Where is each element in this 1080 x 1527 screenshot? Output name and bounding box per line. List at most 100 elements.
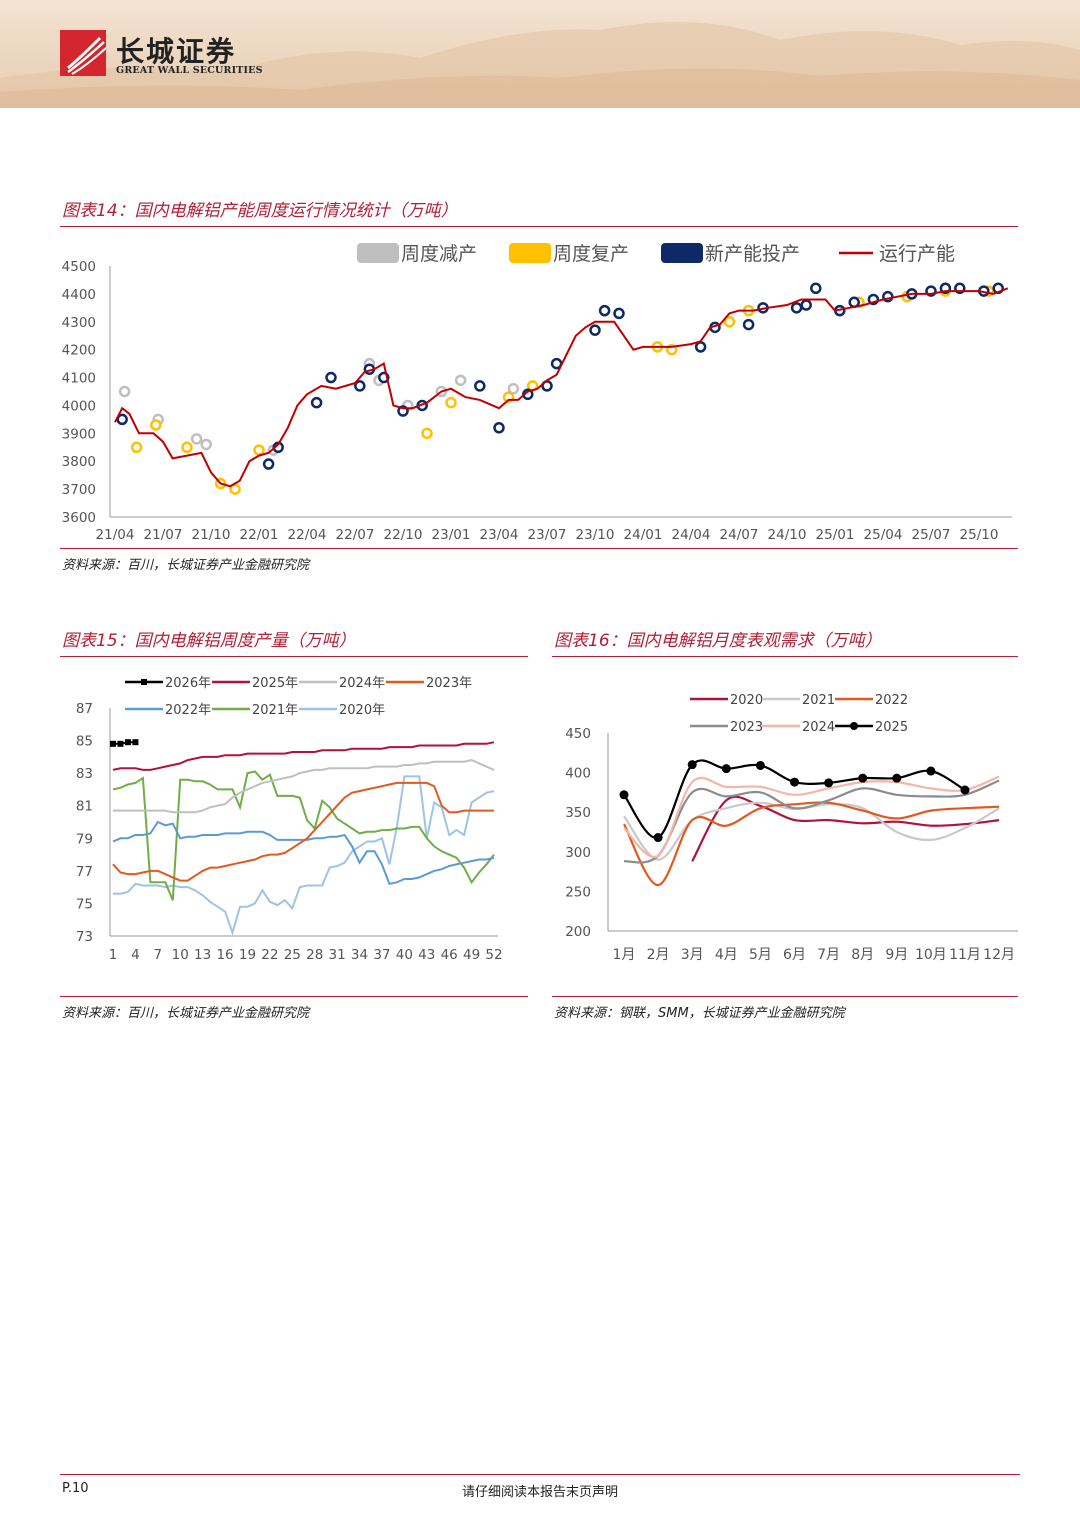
chart14-marker-周度复产 [181, 441, 193, 454]
chart16-line-2024 [623, 775, 1000, 859]
brand-name-en: GREAT WALL SECURITIES [116, 65, 263, 76]
chart15-line-2026年 [113, 741, 136, 745]
chart15-point-2026 [110, 740, 116, 747]
chart14-xtick-label: 25/07 [912, 527, 951, 543]
chart16-point-2025 [619, 790, 629, 800]
chart16-line-2022 [623, 801, 1000, 887]
chart16-legend-marker-2025 [850, 722, 858, 730]
chart15-xtick-label: 43 [418, 947, 435, 963]
chart15-legend-label-0: 2026年 [165, 676, 211, 691]
chart14-marker-新产能投产 [325, 371, 337, 384]
chart14-plot: 周度减产 周度复产 新产能投产 运行产能 4500 4400 4300 4200 4100 400… [62, 243, 1012, 543]
chart16-point-2025 [824, 778, 834, 788]
chart16-xtick-label: 6月 [783, 947, 806, 963]
chart14-legend-swatch-1 [509, 243, 551, 263]
chart14-marker-新产能投产 [474, 380, 486, 392]
chart15-xtick-label: 40 [396, 947, 413, 963]
chart16-point-2025 [926, 766, 936, 776]
header-banner: 长城证券 GREAT WALL SECURITIES [0, 0, 1080, 108]
chart15-ytick-label: 75 [76, 896, 93, 912]
chart16-ytick-label: 300 [565, 845, 591, 861]
chart16-point-2025 [892, 773, 902, 783]
chart16-ytick-label: 400 [565, 766, 591, 782]
footer-notice: 请仔细阅读本报告末页声明 [461, 1485, 618, 1500]
chart15-legend-label-3: 2023年 [426, 676, 472, 691]
chart16-bottom-rule [552, 996, 1018, 997]
chart14-marker-新产能投产 [493, 422, 505, 434]
chart14-xtick-label: 21/07 [144, 527, 183, 543]
chart16-xtick-label: 12月 [983, 947, 1015, 963]
chart15-legend-label-2: 2024年 [339, 676, 385, 691]
chart14-xtick-label: 23/01 [432, 527, 471, 543]
chart14-marker-周度复产 [421, 427, 433, 440]
chart14-ytick-label: 4500 [62, 259, 96, 275]
chart15-xtick-label: 34 [351, 947, 368, 963]
chart16-legend-label-2022: 2022 [875, 693, 908, 708]
chart14-marker-新产能投产 [810, 282, 822, 295]
chart15-legend-label-6: 2020年 [339, 703, 385, 718]
brand-name-cn: 长城证券 [116, 35, 237, 68]
chart15-legend-label-4: 2022年 [165, 703, 211, 718]
chart15-xtick-label: 4 [131, 947, 140, 963]
chart15-ytick-label: 77 [76, 864, 93, 880]
chart14-top-rule [60, 226, 1018, 227]
chart15-xtick-label: 25 [284, 947, 301, 963]
chart16-point-2025 [653, 833, 663, 843]
mountain-background [0, 22, 1080, 108]
chart14-marker-新产能投产 [598, 304, 611, 317]
chart14-legend-label-3: 运行产能 [879, 243, 955, 265]
chart14-legend-swatch-0 [357, 243, 399, 263]
chart15-xtick-label: 49 [463, 947, 480, 963]
chart14-ytick-label: 3700 [62, 482, 96, 498]
chart15-top-rule [60, 656, 528, 657]
chart15-legend-label-5: 2021年 [252, 703, 298, 718]
chart16-plot: 2020 2021 2022 2023 2024 2025 450 400 350 300 250 2… [565, 693, 1018, 963]
chart14-xtick-label: 22/01 [240, 527, 279, 543]
chart14-ytick-label: 3600 [62, 510, 96, 526]
chart14-xtick-label: 25/10 [960, 527, 999, 543]
chart15-title: 图表15：国内电解铝周度产量（万吨） [62, 631, 356, 651]
chart14-legend-label-0: 周度减产 [401, 243, 477, 265]
chart14-ytick-label: 3800 [62, 454, 96, 470]
chart16-point-2025 [755, 760, 765, 770]
chart14-xtick-label: 23/07 [528, 527, 567, 543]
chart16-legend-label-2023: 2023 [730, 720, 763, 735]
chart14-ytick-label: 4200 [62, 343, 96, 359]
chart14-marker-周度复产 [253, 444, 265, 456]
chart15-line-2022年 [112, 820, 495, 886]
chart15-point-2026 [124, 739, 131, 746]
chart14-legend-swatch-2 [661, 243, 703, 263]
chart14-bottom-rule [60, 548, 1018, 549]
chart15-line-2024年 [113, 759, 495, 814]
chart16-legend-label-2021: 2021 [802, 693, 835, 708]
chart15-xtick-label: 19 [239, 947, 256, 963]
chart15-ytick-label: 87 [76, 701, 93, 717]
chart16-xtick-label: 7月 [817, 947, 840, 963]
chart14-title: 图表14：国内电解铝产能周度运行情况统计（万吨） [62, 201, 458, 221]
chart15-point-2026 [117, 740, 124, 747]
chart14-xtick-label: 23/10 [576, 527, 615, 543]
chart15-xtick-label: 31 [329, 947, 346, 963]
chart15-ytick-label: 85 [76, 734, 93, 750]
chart15-line-2023年 [112, 781, 494, 882]
chart15-xtick-label: 1 [109, 947, 118, 963]
footer-rule [60, 1474, 1020, 1475]
chart15-xtick-label: 46 [441, 947, 458, 963]
chart16-xtick-label: 11月 [949, 947, 981, 963]
chart15-xtick-label: 37 [373, 947, 390, 963]
chart16-point-2025 [687, 760, 697, 770]
brand-logo-icon [60, 30, 106, 76]
chart16-ytick-label: 450 [565, 726, 591, 742]
chart15-ytick-label: 79 [76, 831, 93, 847]
chart14-xtick-label: 21/10 [192, 527, 231, 543]
chart14-marker-新产能投产 [742, 318, 755, 331]
chart16-legend-label-2024: 2024 [802, 720, 835, 735]
chart16-legend-label-2020: 2020 [730, 693, 763, 708]
chart16-xtick-label: 3月 [681, 947, 704, 963]
chart14-marker-新产能投产 [800, 299, 812, 311]
chart14-marker-周度减产 [454, 374, 467, 387]
chart15-legend-label-1: 2025年 [252, 676, 298, 691]
chart15-plot: 2026年 2025年 2024年 2023年 2022年 2021年 2020年 87 85 8… [76, 676, 503, 963]
chart16-point-2025 [790, 777, 799, 787]
chart14-xtick-label: 25/01 [816, 527, 855, 543]
